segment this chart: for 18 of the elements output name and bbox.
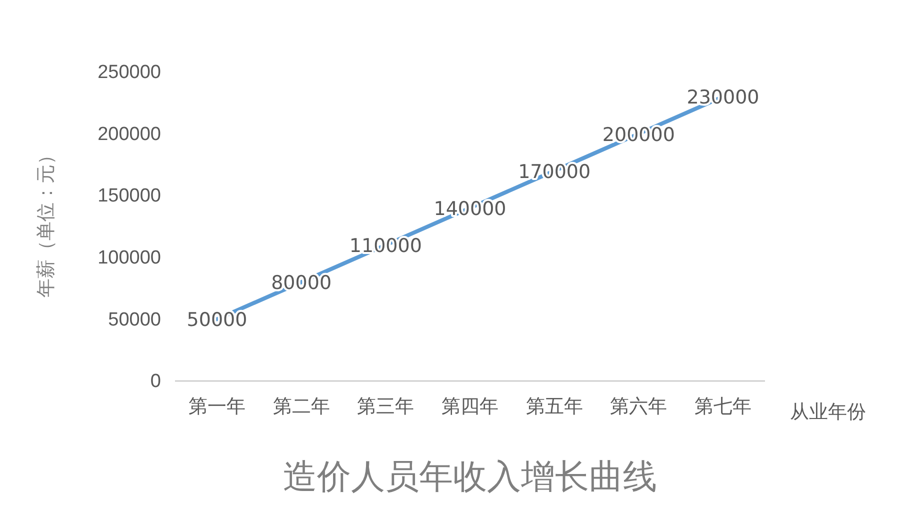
x-tick-label: 第一年: [188, 396, 246, 418]
y-tick-label: 100000: [98, 247, 161, 268]
y-tick-label: 0: [150, 371, 161, 392]
data-label: 50000: [186, 309, 248, 332]
x-tick-label: 第二年: [272, 396, 330, 418]
y-axis-title: 年薪（单位：元）: [35, 146, 57, 298]
data-label: 230000: [686, 86, 760, 109]
y-tick-label: 50000: [108, 309, 161, 330]
y-tick-label: 150000: [98, 186, 161, 207]
x-tick-label: 第四年: [442, 396, 498, 418]
y-tick-label: 250000: [98, 62, 161, 84]
x-tick-label: 第三年: [357, 396, 414, 418]
x-axis-title: 从业年份: [790, 401, 866, 423]
x-tick-label: 第五年: [526, 396, 583, 418]
text: 造价人员年收入增长曲线: [283, 457, 657, 497]
y-tick-label: 200000: [98, 124, 161, 145]
x-tick-label: 第七年: [694, 396, 752, 418]
x-tick-label: 第六年: [610, 395, 668, 418]
